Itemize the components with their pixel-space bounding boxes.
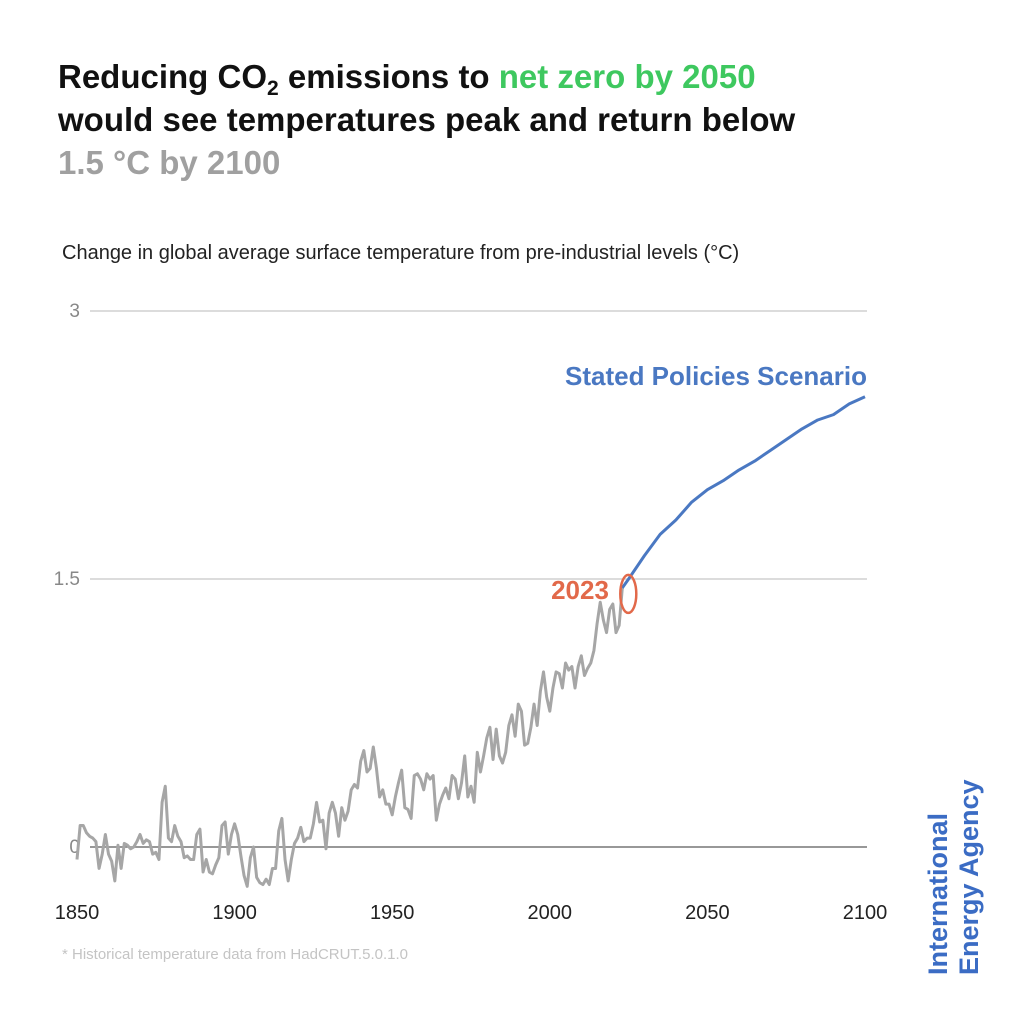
chart-title: Reducing CO2 emissions to net zero by 20… [58,58,756,100]
series-line [75,587,624,888]
x-tick-label: 1950 [370,902,415,924]
x-tick-label: 1850 [55,902,100,924]
y-axis-label: Change in global average surface tempera… [62,242,739,264]
title-part: net zero by 2050 [499,58,756,95]
logo-text: Energy Agency [954,779,984,975]
y-tick-label: 1.5 [54,569,80,590]
x-tick-label: 2050 [685,902,730,924]
chart-title: 1.5 °C by 2100 [58,144,280,181]
series-label: Stated Policies Scenario [565,361,867,391]
title-part: Reducing CO [58,58,267,95]
chart-title: would see temperatures peak and return b… [57,101,796,138]
x-tick-label: 1900 [212,902,257,924]
y-tick-label: 3 [69,301,80,322]
title-part: 1.5 °C by 2100 [58,144,280,181]
highlight-ellipse [619,573,638,615]
annotation: 2023 [551,575,609,605]
logo-text: International [923,813,953,975]
footnote: * Historical temperature data from HadCR… [62,946,408,963]
x-tick-label: 2100 [843,902,888,924]
title-part: would see temperatures peak and return b… [57,101,796,138]
series-line [621,395,866,589]
x-tick-label: 2000 [528,902,573,924]
title-part: emissions to [279,58,499,95]
y-tick-label: 0 [69,837,80,858]
title-part: 2 [267,77,279,100]
